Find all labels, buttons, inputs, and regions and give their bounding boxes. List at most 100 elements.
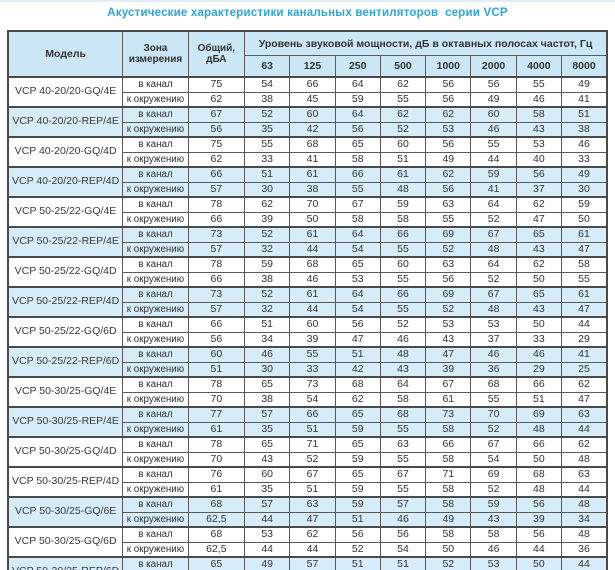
level-cell-4000hz: 46 xyxy=(515,91,563,108)
level-cell-4000hz: 62 xyxy=(515,196,563,213)
level-cell-250hz: 56 xyxy=(334,526,381,543)
level-cell-63hz: 52 xyxy=(244,106,291,123)
level-cell-8000hz: 29 xyxy=(561,331,608,348)
total-dba-cell: 66 xyxy=(187,211,246,228)
level-cell-2000hz: 49 xyxy=(470,91,517,108)
level-cell-500hz: 55 xyxy=(379,241,427,258)
zone-cell-to-surroundings: к окружению xyxy=(122,181,189,198)
level-cell-63hz: 32 xyxy=(244,301,291,318)
level-cell-250hz: 51 xyxy=(334,556,381,570)
zone-cell-to-surroundings: к окружению xyxy=(122,151,189,168)
level-cell-1000hz: 49 xyxy=(425,511,472,528)
total-dba-cell: 73 xyxy=(187,286,246,303)
model-cell: VCP 50-25/22-GQ/6D xyxy=(7,316,124,348)
level-cell-4000hz: 69 xyxy=(515,406,563,423)
total-dba-cell: 60 xyxy=(187,346,246,363)
level-cell-2000hz: 55 xyxy=(470,136,517,153)
zone-cell-in-duct: в канал xyxy=(122,196,189,213)
level-cell-8000hz: 41 xyxy=(561,346,608,363)
model-cell: VCP 50-30/25-REP/6D xyxy=(7,556,124,570)
level-cell-8000hz: 50 xyxy=(561,211,608,228)
level-cell-63hz: 38 xyxy=(244,271,291,288)
level-cell-2000hz: 55 xyxy=(470,391,517,408)
level-cell-2000hz: 58 xyxy=(470,526,517,543)
level-cell-250hz: 66 xyxy=(334,166,381,183)
level-cell-1000hz: 62 xyxy=(425,106,472,123)
level-cell-4000hz: 53 xyxy=(515,136,563,153)
level-cell-2000hz: 52 xyxy=(470,271,517,288)
level-cell-8000hz: 59 xyxy=(561,196,608,213)
level-cell-250hz: 65 xyxy=(334,136,381,153)
total-dba-cell: 78 xyxy=(187,256,246,273)
level-cell-8000hz: 58 xyxy=(561,256,608,273)
level-cell-1000hz: 67 xyxy=(425,376,472,393)
level-cell-8000hz: 63 xyxy=(561,466,608,483)
table-row: VCP 50-25/22-REP/4D в канал 73 52 61 64 66 69 67… xyxy=(7,286,608,318)
level-cell-1000hz: 71 xyxy=(425,466,472,483)
level-cell-2000hz: 67 xyxy=(470,226,517,243)
level-cell-250hz: 64 xyxy=(334,76,381,93)
level-cell-8000hz: 49 xyxy=(561,76,608,93)
level-cell-2000hz: 60 xyxy=(470,106,517,123)
level-cell-125hz: 68 xyxy=(289,136,336,153)
table-row: VCP 50-25/22-REP/6D в канал 60 46 55 51 48 47 46… xyxy=(7,346,608,378)
level-cell-125hz: 46 xyxy=(289,271,336,288)
level-cell-63hz: 46 xyxy=(244,346,291,363)
level-cell-1000hz: 52 xyxy=(425,241,472,258)
level-cell-63hz: 44 xyxy=(244,511,291,528)
level-cell-4000hz: 47 xyxy=(515,211,563,228)
zone-cell-to-surroundings: к окружению xyxy=(122,121,189,138)
model-cell: VCP 40-20/20-REP/4E xyxy=(7,106,124,138)
table-row: к окружению 56 34 39 47 46 43 37 33 29 xyxy=(8,331,608,348)
level-cell-125hz: 54 xyxy=(289,391,336,408)
level-cell-8000hz: 44 xyxy=(561,421,608,438)
zone-cell-in-duct: в канал xyxy=(122,106,189,123)
level-cell-1000hz: 53 xyxy=(425,121,472,138)
level-cell-2000hz: 64 xyxy=(470,256,517,273)
zone-cell-to-surroundings: к окружению xyxy=(122,241,189,258)
level-cell-1000hz: 58 xyxy=(425,496,472,513)
total-dba-cell: 57 xyxy=(187,241,246,258)
total-dba-cell: 78 xyxy=(187,196,246,213)
level-cell-8000hz: 41 xyxy=(561,91,608,108)
level-cell-63hz: 65 xyxy=(244,436,291,453)
model-cell: VCP 50-25/22-GQ/4D xyxy=(7,256,124,288)
table-row: к окружению 62,5 44 47 51 46 49 43 39 34 xyxy=(8,511,608,528)
level-cell-125hz: 47 xyxy=(289,511,336,528)
level-cell-4000hz: 37 xyxy=(515,181,563,198)
total-dba-cell: 66 xyxy=(187,316,246,333)
level-cell-2000hz: 43 xyxy=(470,511,517,528)
level-cell-500hz: 51 xyxy=(379,151,427,168)
level-cell-63hz: 35 xyxy=(244,481,291,498)
level-cell-125hz: 67 xyxy=(289,466,336,483)
level-cell-250hz: 59 xyxy=(334,91,381,108)
level-cell-4000hz: 50 xyxy=(515,271,563,288)
level-cell-2000hz: 41 xyxy=(470,181,517,198)
total-dba-cell: 70 xyxy=(187,391,246,408)
level-cell-1000hz: 63 xyxy=(425,196,472,213)
level-cell-1000hz: 58 xyxy=(425,481,472,498)
total-dba-cell: 61 xyxy=(187,481,246,498)
level-cell-8000hz: 47 xyxy=(561,301,608,318)
level-cell-1000hz: 56 xyxy=(425,271,472,288)
zone-cell-to-surroundings: к окружению xyxy=(122,481,189,498)
level-cell-63hz: 38 xyxy=(244,91,291,108)
level-cell-8000hz: 48 xyxy=(561,526,608,543)
level-cell-1000hz: 52 xyxy=(425,556,472,570)
page-title: Акустические характеристики канальных ве… xyxy=(107,7,508,19)
level-cell-4000hz: 50 xyxy=(515,451,563,468)
level-cell-250hz: 64 xyxy=(334,106,381,123)
level-cell-63hz: 51 xyxy=(244,316,291,333)
column-header-total: Общий, дБА xyxy=(187,30,246,78)
zone-cell-to-surroundings: к окружению xyxy=(122,391,189,408)
level-cell-8000hz: 62 xyxy=(561,376,608,393)
table-row: к окружению 70 43 52 59 55 58 54 50 48 xyxy=(8,451,608,468)
level-cell-500hz: 55 xyxy=(379,301,427,318)
column-header-frequency-2000: 2000 xyxy=(470,55,517,78)
level-cell-1000hz: 56 xyxy=(425,91,472,108)
level-cell-250hz: 51 xyxy=(334,346,381,363)
table-row: к окружению 61 35 51 59 55 58 52 48 44 xyxy=(8,421,608,438)
total-dba-cell: 78 xyxy=(187,436,246,453)
level-cell-2000hz: 46 xyxy=(470,121,517,138)
